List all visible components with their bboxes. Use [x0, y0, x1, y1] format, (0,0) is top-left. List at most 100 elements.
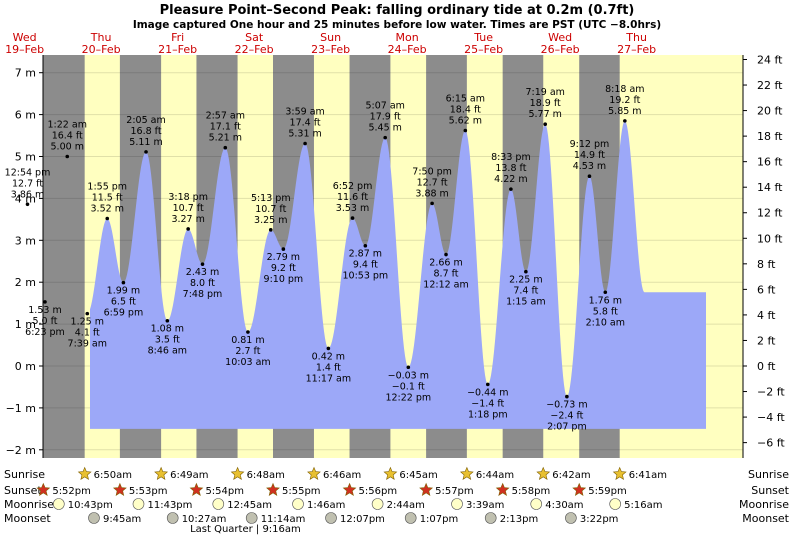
tide-label: 3:59 am: [285, 107, 324, 118]
sunrise-time: 6:46am: [323, 470, 361, 481]
tide-label: 2.87 m: [349, 249, 382, 260]
almanac-label-left-moonrise: Moonrise: [4, 498, 54, 511]
tide-label: −1.4 ft: [471, 398, 504, 409]
tide-label: 7:39 am: [68, 339, 107, 350]
moonrise-moon-icon: [212, 498, 225, 510]
day-label-date: 24–Feb: [388, 43, 427, 56]
tide-label: 1.08 m: [151, 324, 184, 335]
tide-label: 0.81 m: [231, 335, 264, 346]
moonrise-time: 5:16am: [624, 500, 662, 511]
tide-label: 18.4 ft: [450, 105, 481, 116]
tick-label-feet: 0 ft: [757, 360, 776, 373]
tick-label-meter: 0 m: [15, 360, 36, 373]
tick-label-feet: 8 ft: [757, 258, 776, 271]
tick-label-feet: 16 ft: [757, 156, 783, 169]
sunset-star-icon: [419, 482, 434, 496]
sunset-time: 5:59pm: [588, 486, 627, 497]
tide-label: 8:33 pm: [491, 152, 531, 163]
tide-label: 1.4 ft: [316, 362, 341, 373]
tide-label: 5.85 m: [608, 106, 641, 117]
tide-label: 0.42 m: [312, 351, 345, 362]
tide-point: [105, 216, 110, 221]
tide-label: 1:18 pm: [468, 409, 508, 420]
tick-label-feet: 10 ft: [757, 232, 783, 245]
moonset-moon-icon: [245, 512, 258, 524]
tide-label: 2:57 am: [206, 111, 245, 122]
sunset-star-icon: [342, 482, 357, 496]
moonset-moon-icon: [484, 512, 497, 524]
tide-point: [303, 141, 307, 146]
day-label-date: 20–Feb: [82, 43, 121, 56]
tide-label: 10:03 am: [225, 357, 270, 368]
tide-label: 11.5 ft: [92, 193, 123, 204]
tide-point: [200, 262, 205, 266]
moon-phase-label: Last Quarter | 9:16am: [190, 524, 301, 535]
almanac-label-right-moonrise: Moonrise: [739, 498, 789, 511]
almanac-rows: Sunrise Sunrise 6:50am 6:49am 6:48am 6:46am 6:…: [4, 466, 790, 535]
tide-label: −0.73 m: [546, 400, 587, 411]
tick-label-feet: 14 ft: [757, 181, 783, 194]
tide-label: −0.44 m: [467, 387, 508, 398]
tide-label: 3.52 m: [91, 204, 124, 215]
day-label-date: 25–Feb: [464, 43, 503, 56]
sunrise-star-icon: [154, 466, 169, 480]
tide-label: 1.76 m: [589, 295, 622, 306]
tick-label-meter: 3 m: [15, 234, 36, 247]
chart-title: Pleasure Point–Second Peak: falling ordi…: [160, 3, 635, 18]
almanac-label-left-moonset: Moonset: [4, 512, 51, 525]
tide-point: [363, 243, 368, 248]
moonrise-moon-icon: [609, 498, 621, 510]
tick-label-feet: −4 ft: [757, 411, 785, 424]
tide-label: 5.62 m: [449, 116, 482, 127]
sunset-time: 5:52pm: [52, 486, 91, 497]
sunset-star-icon: [36, 482, 51, 496]
tide-label: 1.25 m: [71, 317, 104, 328]
moonrise-time: 12:45am: [227, 500, 272, 511]
tide-point: [281, 247, 286, 251]
tide-label: 3:18 pm: [168, 192, 208, 203]
tide-label: 9.2 ft: [271, 263, 296, 274]
tide-label: 13.8 ft: [495, 163, 526, 174]
tide-label: 5.0 ft: [32, 316, 57, 327]
tide-label: 2.79 m: [267, 252, 300, 263]
tide-label: 17.4 ft: [290, 118, 321, 129]
tide-label: 5.11 m: [129, 137, 162, 148]
tick-label-meter: 5 m: [15, 151, 36, 164]
tide-point: [485, 382, 490, 387]
tide-label: 4.53 m: [573, 161, 606, 172]
tick-label-feet: 12 ft: [757, 207, 783, 220]
moonrise-moon-icon: [371, 498, 384, 510]
sunrise-time: 6:41am: [629, 470, 667, 481]
tide-label: 14.9 ft: [574, 150, 605, 161]
tide-label: 1:22 am: [48, 120, 87, 131]
tide-point: [406, 365, 411, 370]
day-label-dow: Wed: [13, 31, 37, 44]
tick-label-feet: −2 ft: [757, 386, 785, 399]
tide-point: [565, 394, 569, 399]
tide-label: 12.7 ft: [12, 178, 43, 189]
tide-label: 3.86 m: [11, 189, 44, 200]
tide-label: −0.03 m: [388, 370, 429, 381]
sunrise-time: 6:45am: [399, 470, 437, 481]
almanac-label-left-sunrise: Sunrise: [4, 468, 45, 481]
tick-label-meter: −1 m: [6, 402, 36, 415]
tide-point: [25, 202, 30, 207]
sunrise-star-icon: [612, 466, 627, 480]
moonset-time: 12:07pm: [340, 514, 385, 525]
almanac-label-right-moonset: Moonset: [742, 512, 789, 525]
tide-point: [463, 128, 468, 133]
tide-label: 18.9 ft: [530, 98, 561, 109]
tide-point: [543, 122, 548, 127]
moonrise-time: 4:30am: [545, 500, 583, 511]
moonrise-time: 2:44am: [387, 500, 425, 511]
tide-label: 11:17 am: [306, 373, 351, 384]
tide-label: 9:12 pm: [570, 139, 610, 150]
tide-label: 7.4 ft: [513, 286, 538, 297]
sunset-time: 5:57pm: [435, 486, 474, 497]
moonrise-moon-icon: [451, 498, 463, 510]
sunrise-time: 6:48am: [247, 470, 285, 481]
tide-label: 10.7 ft: [173, 203, 204, 214]
day-label-dow: Tue: [473, 31, 493, 44]
